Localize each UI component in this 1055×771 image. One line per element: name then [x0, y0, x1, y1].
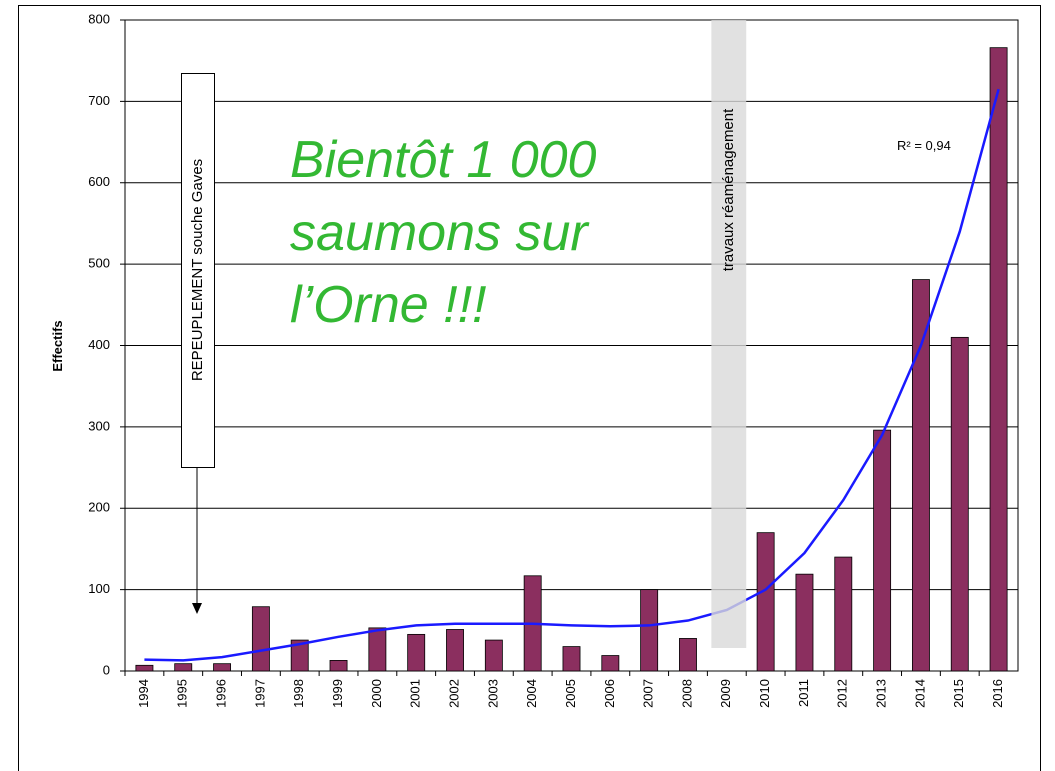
bar: [795, 573, 814, 672]
x-tick-label: 2012: [835, 679, 850, 708]
x-tick-label: 2007: [641, 679, 656, 708]
y-tick-label: 300: [88, 418, 110, 433]
bar: [329, 660, 348, 672]
headline: saumons sur: [290, 204, 590, 262]
bar: [251, 606, 270, 672]
x-tick-label: 2015: [951, 679, 966, 708]
y-tick-label: 0: [103, 662, 110, 677]
y-tick-label: 200: [88, 500, 110, 515]
y-tick-label: 100: [88, 581, 110, 596]
plot-area: 0 100 200 300 400 500 600 700 800 1994 1995 1996 199…: [88, 11, 1019, 708]
bar: [601, 655, 620, 672]
arrow-head: [192, 603, 202, 614]
x-tick-label: 1997: [252, 679, 267, 708]
x-tick-label: 2014: [912, 679, 927, 708]
bar: [873, 429, 892, 672]
bar: [640, 589, 659, 672]
bar: [135, 664, 154, 672]
headline: Bientôt 1 000: [290, 131, 597, 189]
x-tick-label: 2004: [524, 679, 539, 708]
x-tick-label: 2016: [990, 679, 1005, 708]
x-tick-label: 2006: [602, 679, 617, 708]
bar: [407, 633, 426, 672]
bar: [756, 532, 775, 672]
restocking-label: REPEUPLEMENT souche Gaves: [189, 159, 206, 381]
x-tick-label: 1996: [214, 679, 229, 708]
x-tick-label: 2005: [563, 679, 578, 708]
x-tick-label: 1998: [291, 679, 306, 708]
bar: [834, 556, 853, 672]
restocking-box: [181, 73, 215, 468]
y-axis-label: Effectifs: [50, 320, 65, 371]
headline: l’Orne !!!: [290, 276, 487, 334]
bar: [213, 663, 232, 672]
bar: [290, 639, 309, 672]
bar: [446, 629, 464, 672]
bar: [174, 663, 193, 672]
y-tick-label: 500: [88, 256, 110, 271]
r2-label: R² = 0,94: [897, 138, 951, 153]
x-tick-label: 2001: [408, 679, 423, 708]
x-tick-label: 1999: [330, 679, 345, 708]
bar: [562, 646, 581, 672]
y-tick-label: 700: [88, 93, 110, 108]
x-tick-label: 2003: [485, 679, 500, 708]
x-tick-label: 1994: [136, 679, 151, 708]
x-tick-label: 2011: [796, 679, 811, 707]
bar: [484, 639, 503, 672]
works-box: [711, 20, 747, 648]
y-tick-label: 800: [88, 11, 110, 26]
y-tick-label: 400: [88, 337, 110, 352]
bar: [679, 638, 697, 672]
bar: [989, 47, 1008, 672]
works-label: travaux réaménagement: [720, 108, 737, 271]
bar: [911, 279, 930, 672]
x-tick-label: 2009: [718, 679, 733, 708]
x-tick-label: 1995: [175, 679, 190, 708]
x-tick-label: 2008: [679, 679, 694, 708]
x-tick-label: 2013: [874, 679, 889, 708]
trend-line: [144, 88, 1000, 662]
frame: [18, 5, 1041, 771]
bar: [368, 627, 387, 672]
x-tick-label: 2002: [446, 679, 461, 708]
y-tick-label: 600: [88, 174, 110, 189]
bar: [950, 336, 969, 672]
x-tick-label: 2010: [757, 679, 772, 708]
x-tick-label: 2000: [369, 679, 384, 708]
